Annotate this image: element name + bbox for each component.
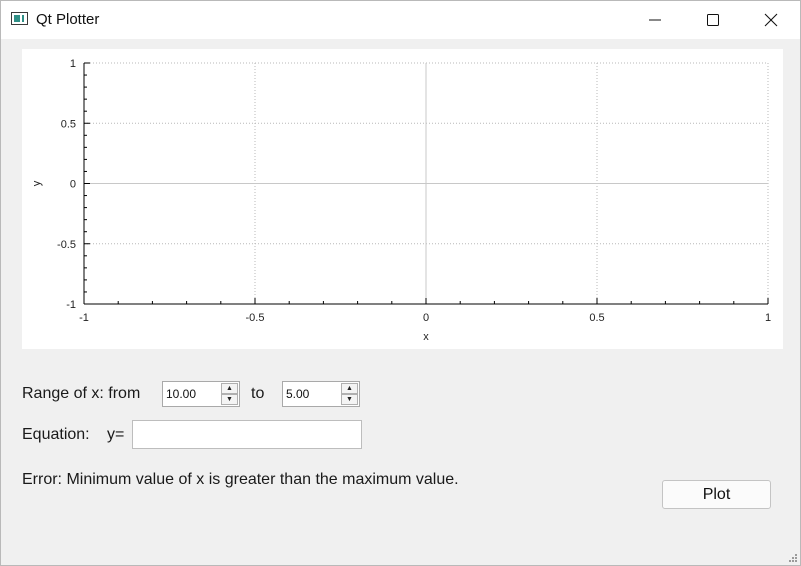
range-to-spinbox[interactable]: ▲ ▼ [282,381,360,407]
plot-button[interactable]: Plot [662,480,771,509]
range-from-up-arrow-icon[interactable]: ▲ [221,383,238,394]
plot-canvas[interactable]: -1 -0.5 0 0.5 1 1 0.5 0 -0.5 -1 x y [22,49,783,349]
window-title: Qt Plotter [36,11,100,28]
x-tick-label: -1 [79,312,89,324]
maximize-icon [707,14,719,26]
y-tick-label: 0.5 [61,118,76,130]
range-to-input[interactable] [283,382,342,406]
x-tick-label: 1 [765,312,771,324]
range-to-up-arrow-icon[interactable]: ▲ [341,383,358,394]
title-bar[interactable]: Qt Plotter [1,1,800,39]
range-from-down-arrow-icon[interactable]: ▼ [221,394,238,405]
x-tick-label: -0.5 [246,312,265,324]
y-tick-label: 0 [70,179,76,191]
minimize-icon [649,19,661,21]
y-axis-label: y [31,180,43,186]
range-from-spinbox[interactable]: ▲ ▼ [162,381,240,407]
range-label: Range of x: from [22,385,141,402]
minimize-button[interactable] [626,1,684,39]
y-tick-label: 1 [70,58,76,70]
x-axis-label: x [423,331,429,343]
equation-input[interactable] [132,420,362,449]
plot-chart: -1 -0.5 0 0.5 1 1 0.5 0 -0.5 -1 x y [31,58,771,343]
close-icon [764,13,778,27]
app-icon [11,12,28,25]
y-tick-label: -0.5 [57,239,76,251]
resize-grip-icon[interactable] [788,553,798,563]
x-tick-label: 0.5 [589,312,604,324]
range-from-input[interactable] [163,382,222,406]
y-tick-label: -1 [66,299,76,311]
x-tick-label: 0 [423,312,429,324]
range-to-down-arrow-icon[interactable]: ▼ [341,394,358,405]
error-message: Error: Minimum value of x is greater tha… [22,471,459,488]
range-to-label: to [251,385,265,402]
close-button[interactable] [742,1,800,39]
equation-prefix: y= [107,426,125,443]
maximize-button[interactable] [684,1,742,39]
equation-label: Equation: [22,426,90,443]
